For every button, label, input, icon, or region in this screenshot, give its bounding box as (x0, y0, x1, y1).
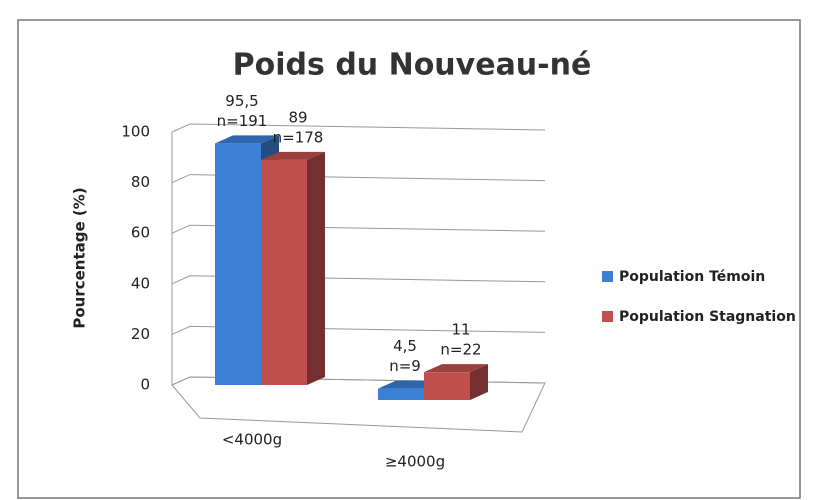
bar-top (261, 151, 325, 160)
chart-title: Poids du Nouveau-né (233, 48, 592, 83)
bar (424, 372, 470, 400)
n-label: n=191 (217, 112, 268, 130)
bar-side (307, 151, 325, 385)
n-label: n=22 (440, 341, 481, 359)
grid-line (171, 275, 546, 285)
y-axis-label: Pourcentage (%) (71, 187, 89, 328)
y-tick-label: 40 (131, 274, 150, 292)
n-label: n=178 (273, 128, 324, 146)
data-label: 95,5 (225, 92, 258, 110)
bar-top (424, 364, 488, 373)
y-tick-label: 60 (131, 224, 150, 242)
bar-top (215, 135, 279, 144)
bar (215, 143, 261, 385)
y-tick-label: 80 (131, 173, 150, 191)
y-tick-label: 20 (131, 325, 150, 343)
y-tick-label: 100 (121, 123, 150, 141)
bar-side (470, 364, 488, 400)
legend-label: Population Stagnation (619, 309, 796, 325)
x-tick-label: ≥4000g (385, 453, 445, 471)
legend-label: Population Témoin (619, 269, 765, 285)
data-label: 89 (288, 108, 307, 126)
legend-swatch (602, 271, 613, 282)
grid-line (171, 123, 546, 133)
grid-line (171, 325, 546, 335)
y-tick-label: 0 (140, 376, 150, 394)
n-label: n=9 (389, 357, 421, 375)
data-label: 11 (451, 321, 470, 339)
grid-line (171, 174, 546, 184)
grid-line (171, 224, 546, 234)
data-label: 4,5 (393, 337, 417, 355)
bar (378, 388, 424, 400)
bar (261, 159, 307, 385)
x-tick-label: <4000g (222, 431, 282, 449)
legend-swatch (602, 311, 613, 322)
